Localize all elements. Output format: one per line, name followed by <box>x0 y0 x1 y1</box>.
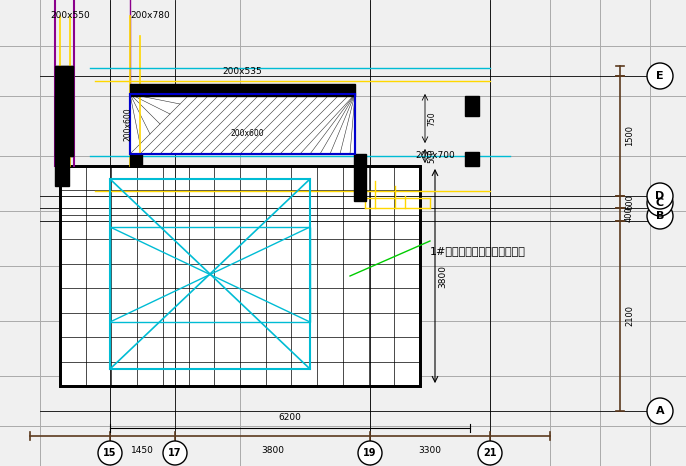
Text: 200x550: 200x550 <box>50 11 90 20</box>
Bar <box>55 66 73 156</box>
Bar <box>60 166 420 386</box>
Text: D: D <box>655 191 665 201</box>
Circle shape <box>163 441 187 465</box>
Text: 17: 17 <box>168 448 182 458</box>
Circle shape <box>647 63 673 89</box>
Text: 750: 750 <box>427 111 436 126</box>
Text: 200x700: 200x700 <box>415 151 455 160</box>
Text: 600: 600 <box>625 194 634 210</box>
Text: 200x535: 200x535 <box>222 67 262 75</box>
Bar <box>130 154 142 166</box>
Text: 400: 400 <box>625 206 634 222</box>
Bar <box>130 84 355 96</box>
Circle shape <box>647 203 673 229</box>
Circle shape <box>98 441 122 465</box>
Bar <box>130 94 355 154</box>
Text: 3300: 3300 <box>418 446 442 455</box>
Text: 2100: 2100 <box>625 306 634 327</box>
Bar <box>354 154 366 166</box>
Bar <box>55 166 69 186</box>
Text: 1450: 1450 <box>131 446 154 455</box>
Circle shape <box>647 190 673 216</box>
Bar <box>60 166 420 386</box>
Circle shape <box>478 441 502 465</box>
Circle shape <box>647 398 673 424</box>
Text: E: E <box>657 71 664 81</box>
Text: 3800: 3800 <box>261 446 284 455</box>
Circle shape <box>358 441 382 465</box>
Bar <box>110 227 310 322</box>
Text: 200x780: 200x780 <box>130 11 170 20</box>
Bar <box>465 96 479 116</box>
Bar <box>130 94 355 154</box>
Text: 6200: 6200 <box>279 413 301 422</box>
Text: 15: 15 <box>104 448 117 458</box>
Text: 200x600: 200x600 <box>123 107 132 141</box>
Text: C: C <box>656 198 664 208</box>
Circle shape <box>647 183 673 209</box>
Text: 3800: 3800 <box>438 265 447 288</box>
Bar <box>110 179 310 369</box>
Text: 19: 19 <box>364 448 377 458</box>
Bar <box>354 166 366 201</box>
Text: 500: 500 <box>427 149 436 163</box>
Bar <box>55 96 69 166</box>
Text: 1#楼施工电梯基础平面位置图: 1#楼施工电梯基础平面位置图 <box>430 246 526 256</box>
Text: A: A <box>656 406 664 416</box>
Text: 1500: 1500 <box>625 125 634 146</box>
Bar <box>465 152 479 166</box>
Text: 200x600: 200x600 <box>230 130 264 138</box>
Text: 21: 21 <box>483 448 497 458</box>
Text: B: B <box>656 211 664 221</box>
Bar <box>55 66 73 156</box>
